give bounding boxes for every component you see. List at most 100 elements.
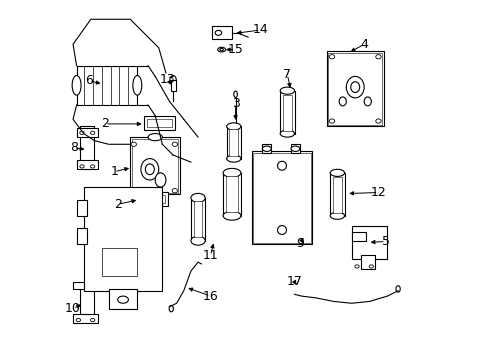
Ellipse shape xyxy=(90,165,95,168)
Bar xyxy=(170,80,175,91)
Bar xyxy=(212,26,231,39)
Ellipse shape xyxy=(220,48,223,51)
Ellipse shape xyxy=(217,47,225,52)
Text: 5: 5 xyxy=(381,235,389,248)
Bar xyxy=(147,119,172,127)
Ellipse shape xyxy=(169,76,176,85)
Bar xyxy=(332,177,341,213)
Text: 1: 1 xyxy=(110,165,118,178)
Ellipse shape xyxy=(145,164,154,175)
Ellipse shape xyxy=(277,226,286,234)
Bar xyxy=(280,91,294,134)
Ellipse shape xyxy=(375,119,380,123)
Bar xyxy=(77,200,87,216)
Bar xyxy=(328,53,381,125)
Ellipse shape xyxy=(172,189,177,193)
Ellipse shape xyxy=(141,158,159,180)
Text: 10: 10 xyxy=(65,302,81,315)
Bar xyxy=(283,95,291,131)
Ellipse shape xyxy=(148,134,162,141)
Bar xyxy=(73,282,91,289)
Bar xyxy=(130,137,180,194)
Text: 11: 11 xyxy=(202,249,218,262)
Ellipse shape xyxy=(354,265,358,268)
Ellipse shape xyxy=(375,55,380,59)
Ellipse shape xyxy=(368,265,373,268)
Ellipse shape xyxy=(169,305,173,312)
Bar xyxy=(223,173,241,216)
Bar xyxy=(253,153,310,243)
Text: 2: 2 xyxy=(101,117,109,130)
Ellipse shape xyxy=(233,91,237,98)
Ellipse shape xyxy=(395,286,400,292)
Ellipse shape xyxy=(339,97,346,106)
Ellipse shape xyxy=(328,55,334,59)
Text: 9: 9 xyxy=(295,237,303,250)
Ellipse shape xyxy=(72,76,81,95)
Text: 13: 13 xyxy=(160,73,175,86)
Text: 15: 15 xyxy=(227,43,243,56)
Ellipse shape xyxy=(329,169,344,176)
Bar xyxy=(262,144,271,153)
Ellipse shape xyxy=(80,131,84,134)
Ellipse shape xyxy=(262,146,271,152)
Ellipse shape xyxy=(223,211,241,220)
Bar xyxy=(360,255,374,269)
Ellipse shape xyxy=(133,76,142,95)
Ellipse shape xyxy=(155,173,165,187)
Ellipse shape xyxy=(277,161,286,170)
Ellipse shape xyxy=(190,236,205,245)
Ellipse shape xyxy=(223,168,241,177)
Text: 16: 16 xyxy=(202,289,218,303)
Ellipse shape xyxy=(215,30,221,35)
Ellipse shape xyxy=(131,142,136,147)
Ellipse shape xyxy=(328,119,334,123)
Text: 7: 7 xyxy=(283,68,291,81)
Bar xyxy=(290,144,299,153)
Text: 6: 6 xyxy=(85,74,93,87)
Text: 14: 14 xyxy=(252,23,268,36)
Bar xyxy=(80,126,94,162)
Text: 3: 3 xyxy=(231,97,239,110)
Bar xyxy=(329,173,344,216)
Text: 17: 17 xyxy=(286,275,302,288)
Ellipse shape xyxy=(90,319,95,321)
Ellipse shape xyxy=(172,142,177,147)
Bar xyxy=(144,116,175,130)
Ellipse shape xyxy=(190,193,205,202)
Bar xyxy=(193,202,202,237)
Bar xyxy=(77,128,98,137)
Ellipse shape xyxy=(80,165,84,168)
Bar xyxy=(77,160,98,169)
Bar xyxy=(351,226,386,258)
Text: 2: 2 xyxy=(114,198,122,211)
Ellipse shape xyxy=(226,155,241,162)
Ellipse shape xyxy=(280,130,294,137)
Ellipse shape xyxy=(329,212,344,219)
Bar xyxy=(140,195,165,203)
Bar xyxy=(102,248,137,276)
Bar xyxy=(226,126,241,158)
Bar xyxy=(77,66,137,105)
Ellipse shape xyxy=(131,189,136,193)
Bar xyxy=(190,198,205,241)
Bar xyxy=(137,192,167,206)
Text: 4: 4 xyxy=(360,38,367,51)
Bar xyxy=(351,232,365,241)
Bar xyxy=(83,187,162,291)
Ellipse shape xyxy=(346,76,364,98)
Bar xyxy=(225,176,238,212)
Ellipse shape xyxy=(118,296,128,303)
Ellipse shape xyxy=(290,146,299,152)
Bar xyxy=(77,228,87,244)
Ellipse shape xyxy=(226,123,241,130)
Bar xyxy=(73,314,98,323)
Bar xyxy=(108,289,137,309)
Ellipse shape xyxy=(76,319,81,321)
Bar xyxy=(132,139,178,193)
Bar xyxy=(326,51,383,126)
Ellipse shape xyxy=(350,82,359,93)
Bar xyxy=(80,287,94,316)
Text: 8: 8 xyxy=(70,141,78,154)
Bar xyxy=(229,129,238,156)
